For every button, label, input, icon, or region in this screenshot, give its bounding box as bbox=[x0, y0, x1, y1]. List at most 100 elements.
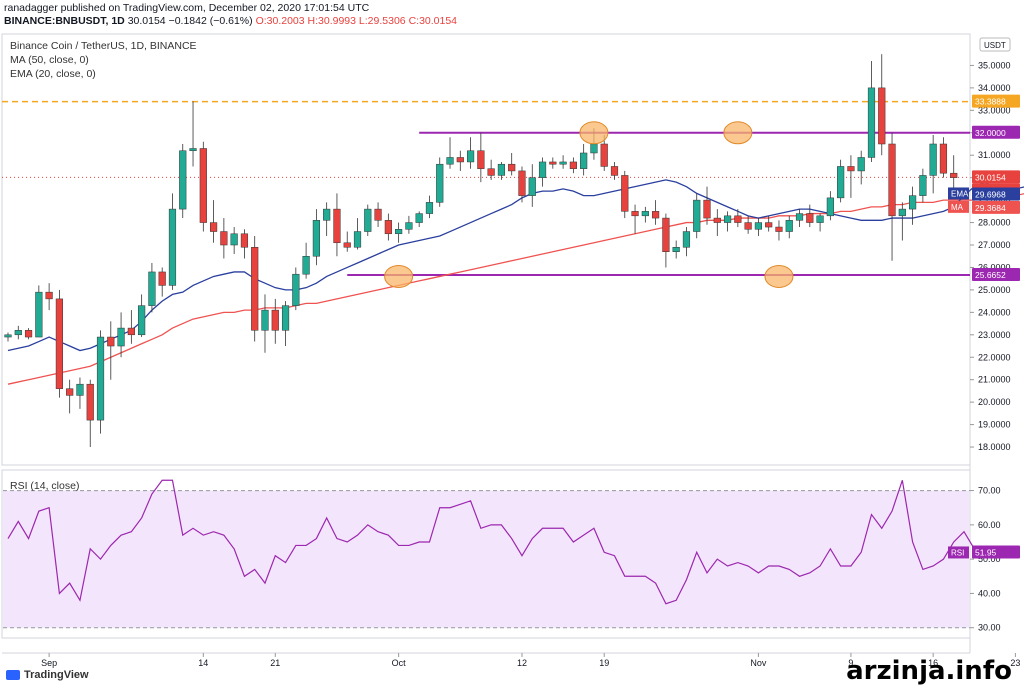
candle-body bbox=[878, 87, 886, 145]
candle-body bbox=[600, 143, 608, 167]
close-value: C:30.0154 bbox=[408, 15, 458, 27]
candle-body bbox=[806, 213, 814, 223]
candle-body bbox=[919, 175, 927, 196]
legend-ma[interactable]: MA (50, close, 0) bbox=[10, 54, 89, 66]
ma-line bbox=[7, 193, 1024, 385]
price-change: −0.1842 (−0.61%) bbox=[168, 15, 253, 27]
y-tick-label: 19.0000 bbox=[978, 420, 1011, 430]
candle-body bbox=[395, 229, 403, 235]
badge-rsi-value-box[interactable] bbox=[972, 545, 1020, 559]
candle-body bbox=[35, 291, 43, 338]
candle-body bbox=[898, 208, 906, 217]
rsi-tick-label: 70.00 bbox=[978, 486, 1001, 496]
candle-body bbox=[271, 309, 279, 331]
candle-body bbox=[826, 197, 834, 217]
y-tick-label: 33.0000 bbox=[978, 105, 1011, 115]
candle-body bbox=[580, 152, 588, 169]
badge-ma-value-box[interactable] bbox=[972, 200, 1020, 214]
candle-body bbox=[538, 161, 547, 178]
candle-body bbox=[425, 202, 434, 214]
last-price: 30.0154 bbox=[127, 15, 166, 27]
x-tick-label: 12 bbox=[517, 658, 527, 668]
candle-body bbox=[631, 211, 639, 217]
candle-body bbox=[436, 163, 444, 203]
rsi-tick-label: 30.00 bbox=[978, 623, 1001, 633]
candle-body bbox=[518, 170, 526, 196]
y-tick-label: 18.0000 bbox=[978, 442, 1011, 452]
candle-body bbox=[292, 273, 300, 306]
candle-body bbox=[867, 87, 876, 158]
price-pane[interactable] bbox=[1, 33, 971, 466]
candle-body bbox=[528, 177, 536, 196]
badge-ma-value: 29.3684 bbox=[975, 203, 1006, 213]
candle-body bbox=[281, 305, 290, 331]
candle-body bbox=[682, 231, 691, 248]
candle-body bbox=[857, 157, 865, 172]
rsi-tick-label: 60.00 bbox=[978, 520, 1001, 530]
candle-body bbox=[744, 222, 752, 230]
open-value: O:30.2003 bbox=[255, 15, 305, 27]
candle-body bbox=[549, 161, 557, 165]
footer-label: TradingView bbox=[24, 669, 89, 681]
legend-ema[interactable]: EMA (20, close, 0) bbox=[10, 68, 96, 80]
candle-body bbox=[652, 211, 660, 219]
candle-body bbox=[353, 231, 362, 248]
candle-body bbox=[477, 150, 485, 169]
candle-body bbox=[333, 208, 341, 244]
candle-body bbox=[816, 215, 824, 223]
candle-body bbox=[364, 208, 372, 232]
candle-body bbox=[466, 150, 475, 163]
candle-body bbox=[939, 143, 948, 174]
candle-body bbox=[950, 172, 958, 178]
rsi-tick-label: 50.00 bbox=[978, 554, 1001, 564]
badge-price-box[interactable] bbox=[972, 170, 1020, 184]
ema-line bbox=[7, 179, 1024, 352]
tradingview-logo[interactable]: TradingView bbox=[6, 669, 89, 681]
badge-support-box[interactable] bbox=[972, 267, 1020, 281]
candle-body bbox=[66, 388, 74, 396]
candle-body bbox=[888, 143, 896, 217]
symbol-name: BINANCE:BNBUSDT, 1D bbox=[4, 15, 125, 27]
badge-level-top-box[interactable] bbox=[972, 94, 1020, 108]
candle-body bbox=[323, 208, 331, 221]
candle-body bbox=[446, 157, 454, 165]
candle-body bbox=[210, 222, 218, 232]
badge-ema-value-box[interactable] bbox=[972, 187, 1020, 201]
candle-body bbox=[55, 298, 63, 389]
candle-body bbox=[713, 217, 721, 223]
x-tick-label: Sep bbox=[41, 658, 57, 668]
badge-resistance: 32.0000 bbox=[975, 128, 1006, 138]
candle-body bbox=[261, 309, 269, 331]
ema-tag-box bbox=[948, 187, 969, 200]
candle-body bbox=[384, 220, 392, 235]
currency-box[interactable] bbox=[979, 37, 1011, 52]
rsi-tag: RSI bbox=[951, 548, 964, 557]
candle-body bbox=[220, 231, 228, 246]
y-tick-label: 35.0000 bbox=[978, 60, 1011, 70]
candle-body bbox=[508, 163, 516, 172]
candle-body bbox=[723, 215, 732, 223]
published-line: ranadagger published on TradingView.com,… bbox=[4, 2, 370, 14]
legend-rsi[interactable]: RSI (14, close) bbox=[10, 480, 80, 492]
tradingview-logo-icon bbox=[6, 670, 20, 680]
y-tick-label: 23.0000 bbox=[978, 330, 1011, 340]
candle-body bbox=[179, 150, 187, 210]
ma-tag-box bbox=[948, 200, 969, 213]
watermark: arzinja.info bbox=[846, 656, 1012, 686]
candle-body bbox=[621, 175, 629, 212]
ema-tag: EMA bbox=[951, 189, 969, 198]
candle-body bbox=[240, 233, 249, 248]
candle-body bbox=[302, 255, 310, 275]
y-tick-label: 22.0000 bbox=[978, 352, 1011, 362]
candle-body bbox=[312, 220, 320, 257]
x-tick-label: 16 bbox=[928, 658, 938, 668]
badge-resistance-box[interactable] bbox=[972, 125, 1020, 139]
candle-body bbox=[251, 247, 259, 331]
candle-body bbox=[14, 330, 22, 336]
candle-body bbox=[662, 217, 670, 252]
candle-body bbox=[775, 226, 783, 232]
candle-body bbox=[24, 330, 33, 338]
y-tick-label: 25.0000 bbox=[978, 285, 1011, 295]
candle-body bbox=[837, 166, 845, 199]
